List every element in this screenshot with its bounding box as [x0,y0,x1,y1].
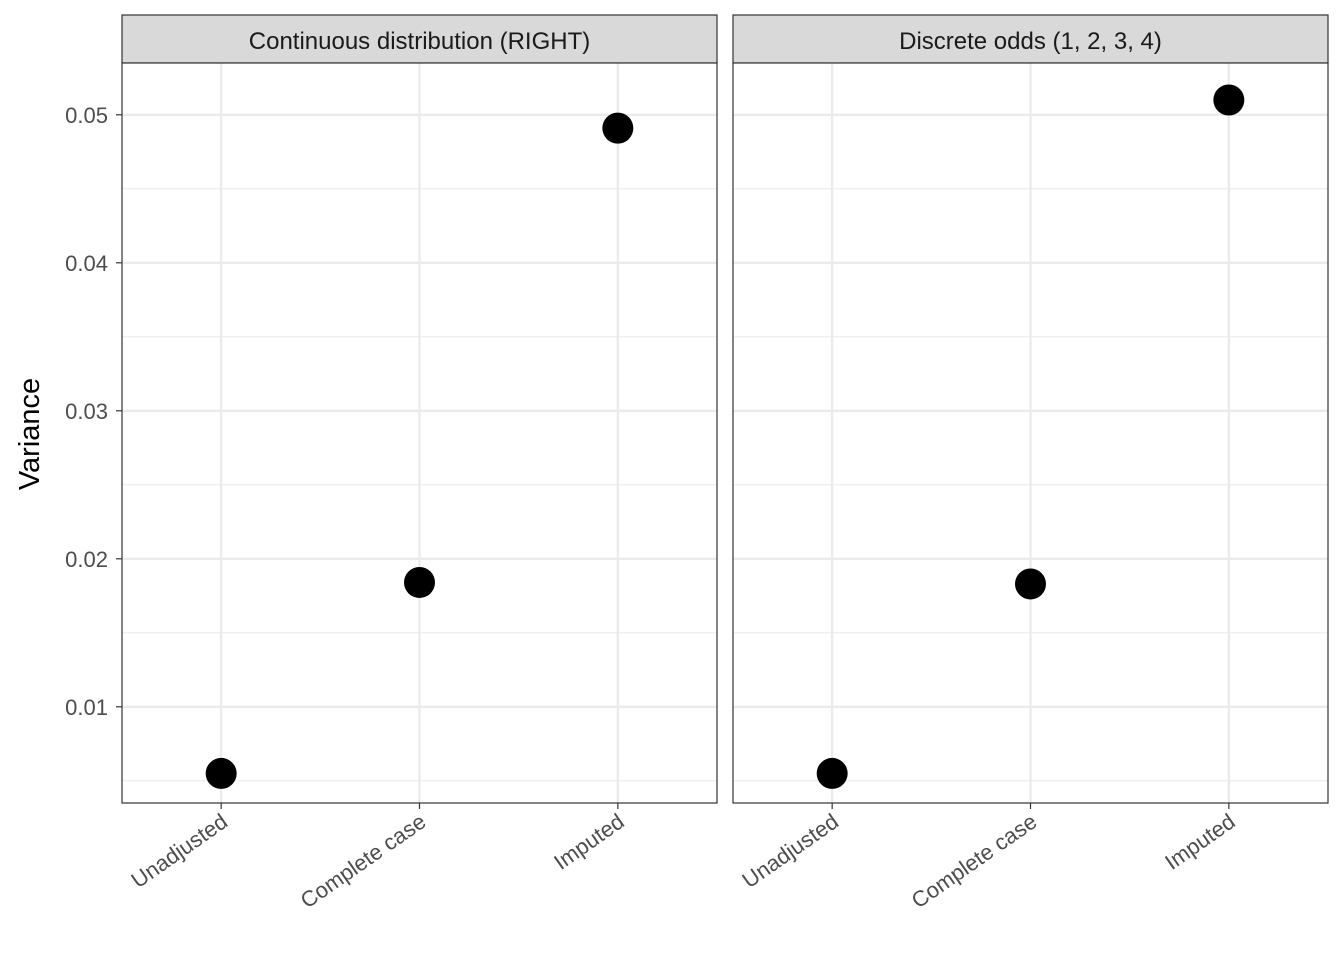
x-tick-label: Complete case [907,809,1042,914]
data-point [602,112,634,144]
x-tick-label: Complete case [296,809,431,914]
y-tick-label: 0.01 [65,695,108,720]
y-tick-label: 0.03 [65,399,108,424]
data-point [205,757,237,789]
data-point [404,566,435,598]
x-tick-label: Unadjusted [127,809,233,893]
panel-discrete: Discrete odds (1, 2, 3, 4) Unadjusted Comp… [732,14,1329,914]
y-axis-title: Variance [14,378,46,490]
y-tick-label: 0.02 [65,547,108,572]
x-tick-label: Imputed [1160,809,1239,875]
y-axis-ticks: 0.01 0.02 0.03 0.04 0.05 [65,103,122,720]
facet-strip-label: Continuous distribution (RIGHT) [249,28,590,55]
x-tick-label: Imputed [549,809,628,875]
y-tick-label: 0.05 [65,103,108,128]
x-tick-label: Unadjusted [738,809,844,893]
data-point [1213,84,1245,116]
y-tick-label: 0.04 [65,251,108,276]
data-point [1015,568,1046,600]
facet-strip-label: Discrete odds (1, 2, 3, 4) [899,28,1162,55]
panel-continuous: Continuous distribution (RIGHT) Unadjuste… [121,14,718,914]
facet-strip [121,14,718,64]
facet-strip [732,14,1329,64]
data-point [816,757,848,789]
